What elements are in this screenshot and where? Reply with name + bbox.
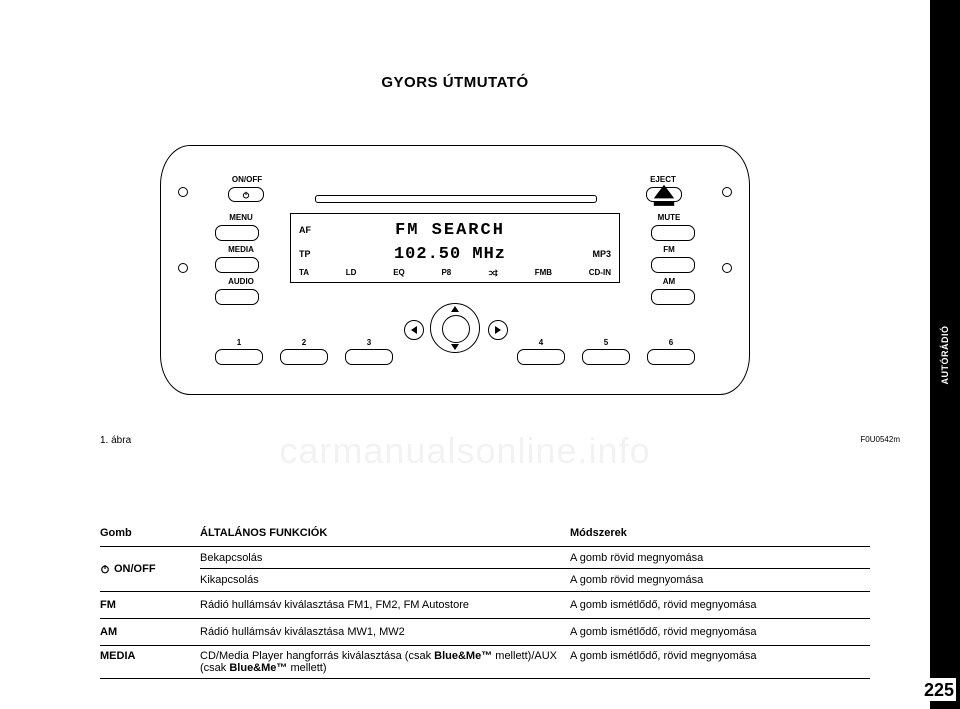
figure-caption: 1. ábra: [100, 435, 131, 446]
audio-button[interactable]: [215, 289, 259, 305]
am-button[interactable]: [651, 289, 695, 305]
random-icon: [488, 268, 498, 277]
mute-label: MUTE: [644, 213, 694, 222]
disp-cdin: CD-IN: [589, 268, 611, 277]
disp-bottom-row: TA LD EQ P8 FMB CD-IN: [299, 268, 611, 277]
cell-am-label: AM: [100, 626, 200, 638]
mute-button[interactable]: [651, 225, 695, 241]
table-row: FM Rádió hullámsáv kiválasztása FM1, FM2…: [100, 592, 870, 619]
th-modszerek: Módszerek: [570, 527, 870, 539]
preset-5-num: 5: [582, 338, 630, 347]
disp-p8: P8: [441, 268, 451, 277]
preset-5[interactable]: 5: [582, 338, 630, 365]
media-label: MEDIA: [216, 245, 266, 254]
table-row: MEDIA CD/Media Player hangforrás kiválas…: [100, 646, 870, 679]
th-funkciok: ÁLTALÁNOS FUNKCIÓK: [200, 527, 570, 539]
preset-3[interactable]: 3: [345, 338, 393, 365]
disp-tp: TP: [299, 249, 329, 259]
cell-media-func: CD/Media Player hangforrás kiválasztása …: [200, 650, 570, 674]
menu-label: MENU: [216, 213, 266, 222]
disp-eq: EQ: [393, 268, 405, 277]
watermark: carmanualsonline.info: [0, 430, 930, 472]
page: AUTÓRÁDIÓ 225 GYORS ÚTMUTATÓ carmanualso…: [0, 0, 960, 709]
media-button[interactable]: [215, 257, 259, 273]
radio-figure: ON/OFF MENU MEDIA AUDIO EJECT MUTE FM AM…: [160, 145, 750, 395]
eject-button[interactable]: [646, 187, 682, 202]
screw-icon: [178, 263, 188, 273]
cell-am-func: Rádió hullámsáv kiválasztása MW1, MW2: [200, 626, 570, 638]
preset-2[interactable]: 2: [280, 338, 328, 365]
cell-onoff-meth-b: A gomb rövid megnyomása: [570, 573, 870, 587]
triangle-left-icon: [411, 326, 417, 334]
cell-media-label: MEDIA: [100, 650, 200, 662]
page-number: 225: [922, 678, 956, 701]
cell-fm-func: Rádió hullámsáv kiválasztása FM1, FM2, F…: [200, 599, 570, 611]
preset-1-num: 1: [215, 338, 263, 347]
fm-button[interactable]: [651, 257, 695, 273]
cell-onoff-func-b: Kikapcsolás: [200, 573, 570, 587]
menu-button[interactable]: [215, 225, 259, 241]
cell-fm-label: FM: [100, 599, 200, 611]
disp-ld: LD: [346, 268, 357, 277]
disp-mp3: MP3: [571, 249, 611, 259]
cell-onoff-text: ON/OFF: [114, 563, 156, 575]
controls-table: Gomb ÁLTALÁNOS FUNKCIÓK Módszerek ON/OFF…: [100, 520, 870, 679]
eject-icon: [647, 178, 681, 212]
table-row: AM Rádió hullámsáv kiválasztása MW1, MW2…: [100, 619, 870, 646]
cell-onoff-meth: A gomb rövid megnyomása A gomb rövid meg…: [570, 551, 870, 587]
onoff-button[interactable]: [228, 187, 264, 202]
side-tab: AUTÓRÁDIÓ: [930, 0, 960, 709]
screw-icon: [722, 263, 732, 273]
cell-onoff-label: ON/OFF: [100, 563, 200, 575]
fm-label: FM: [644, 245, 694, 254]
cell-fm-meth: A gomb ismétlődő, rövid megnyomása: [570, 599, 870, 611]
disp-fmb: FMB: [535, 268, 552, 277]
power-icon: [100, 564, 110, 574]
preset-4-num: 4: [517, 338, 565, 347]
disp-ta: TA: [299, 268, 309, 277]
preset-3-num: 3: [345, 338, 393, 347]
disp-af: AF: [299, 225, 329, 235]
side-tab-label: AUTÓRÁDIÓ: [940, 325, 950, 384]
preset-6[interactable]: 6: [647, 338, 695, 365]
cell-onoff-func-a: Bekapcsolás: [200, 551, 570, 569]
onoff-label: ON/OFF: [222, 175, 272, 184]
table-row: ON/OFF Bekapcsolás Kikapcsolás A gomb rö…: [100, 547, 870, 592]
th-gomb: Gomb: [100, 527, 200, 539]
audio-label: AUDIO: [216, 277, 266, 286]
figure-code: F0U0542m: [860, 435, 900, 444]
preset-row: 1 2 3 4 5 6: [215, 335, 695, 365]
preset-6-num: 6: [647, 338, 695, 347]
cell-onoff-func: Bekapcsolás Kikapcsolás: [200, 551, 570, 587]
am-label: AM: [644, 277, 694, 286]
screw-icon: [178, 187, 188, 197]
preset-2-num: 2: [280, 338, 328, 347]
cell-am-meth: A gomb ismétlődő, rövid megnyomása: [570, 626, 870, 638]
page-title: GYORS ÚTMUTATÓ: [0, 74, 910, 91]
table-header-row: Gomb ÁLTALÁNOS FUNKCIÓK Módszerek: [100, 520, 870, 547]
cell-onoff-meth-a: A gomb rövid megnyomása: [570, 551, 870, 569]
cd-slot: [315, 195, 597, 203]
power-icon: [242, 191, 250, 199]
disp-line2: 102.50 MHz: [329, 245, 571, 264]
preset-4[interactable]: 4: [517, 338, 565, 365]
cell-media-meth: A gomb ismétlődő, rövid megnyomása: [570, 650, 870, 662]
screw-icon: [722, 187, 732, 197]
triangle-up-icon: [451, 306, 459, 312]
radio-display: AF FM SEARCH TP 102.50 MHz MP3 TA LD EQ …: [290, 213, 620, 283]
triangle-right-icon: [495, 326, 501, 334]
preset-1[interactable]: 1: [215, 338, 263, 365]
disp-line1: FM SEARCH: [329, 221, 571, 240]
